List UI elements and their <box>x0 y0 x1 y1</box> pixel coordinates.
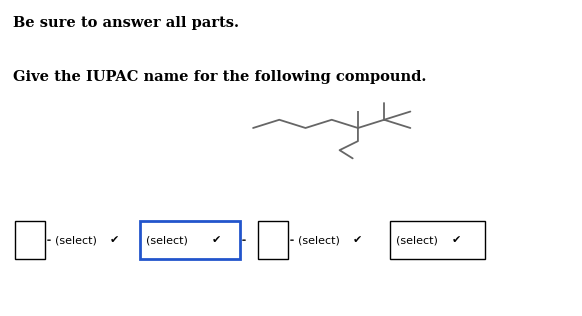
Text: ✔: ✔ <box>353 235 363 245</box>
FancyBboxPatch shape <box>140 221 240 259</box>
FancyBboxPatch shape <box>390 221 485 259</box>
Text: ✔: ✔ <box>110 235 119 245</box>
Text: (select): (select) <box>396 235 438 245</box>
Text: (select): (select) <box>146 235 188 245</box>
Text: (select): (select) <box>298 235 340 245</box>
Text: (select): (select) <box>55 235 97 245</box>
Text: ✔: ✔ <box>452 235 462 245</box>
FancyBboxPatch shape <box>15 221 45 259</box>
FancyBboxPatch shape <box>258 221 288 259</box>
Text: Be sure to answer all parts.: Be sure to answer all parts. <box>13 16 239 30</box>
Text: Give the IUPAC name for the following compound.: Give the IUPAC name for the following co… <box>13 70 426 83</box>
Text: ✔: ✔ <box>212 235 221 245</box>
